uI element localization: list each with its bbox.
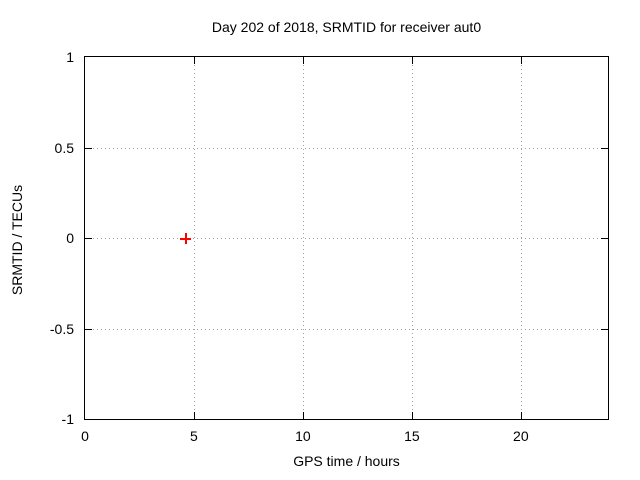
data-point-marker [179,232,191,244]
y-tick-label: -1 [61,411,74,427]
y-gridline [85,238,608,239]
y-tick-label: 0.5 [54,139,74,156]
x-tick-bottom [411,412,413,419]
x-tick-bottom [193,412,195,419]
chart-title: Day 202 of 2018, SRMTID for receiver aut… [211,19,482,35]
x-tick-label: 20 [513,428,529,444]
x-tick-top [193,57,195,64]
y-gridline [85,328,608,330]
y-tick-right [601,147,608,149]
y-tick-label: -0.5 [49,320,74,337]
y-tick-left [85,147,92,149]
y-tick-right [601,238,608,239]
x-tick-label: 10 [295,428,311,444]
y-tick-right [601,328,608,330]
x-tick-top [411,57,413,64]
y-gridline [85,147,608,149]
y-tick-left [85,328,92,330]
x-axis-title: GPS time / hours [293,453,400,469]
y-tick-left [85,238,92,239]
x-tick-label: 0 [81,428,89,444]
x-tick-top [302,57,304,64]
x-tick-label: 5 [190,428,198,444]
plot-area [84,56,609,420]
y-tick-label: 1 [66,49,74,65]
x-tick-top [520,57,522,64]
y-tick-label: 0 [66,230,74,246]
x-tick-bottom [302,412,304,419]
x-tick-label: 15 [404,428,420,444]
marker-vertical-bar [184,232,187,244]
x-tick-bottom [520,412,522,419]
